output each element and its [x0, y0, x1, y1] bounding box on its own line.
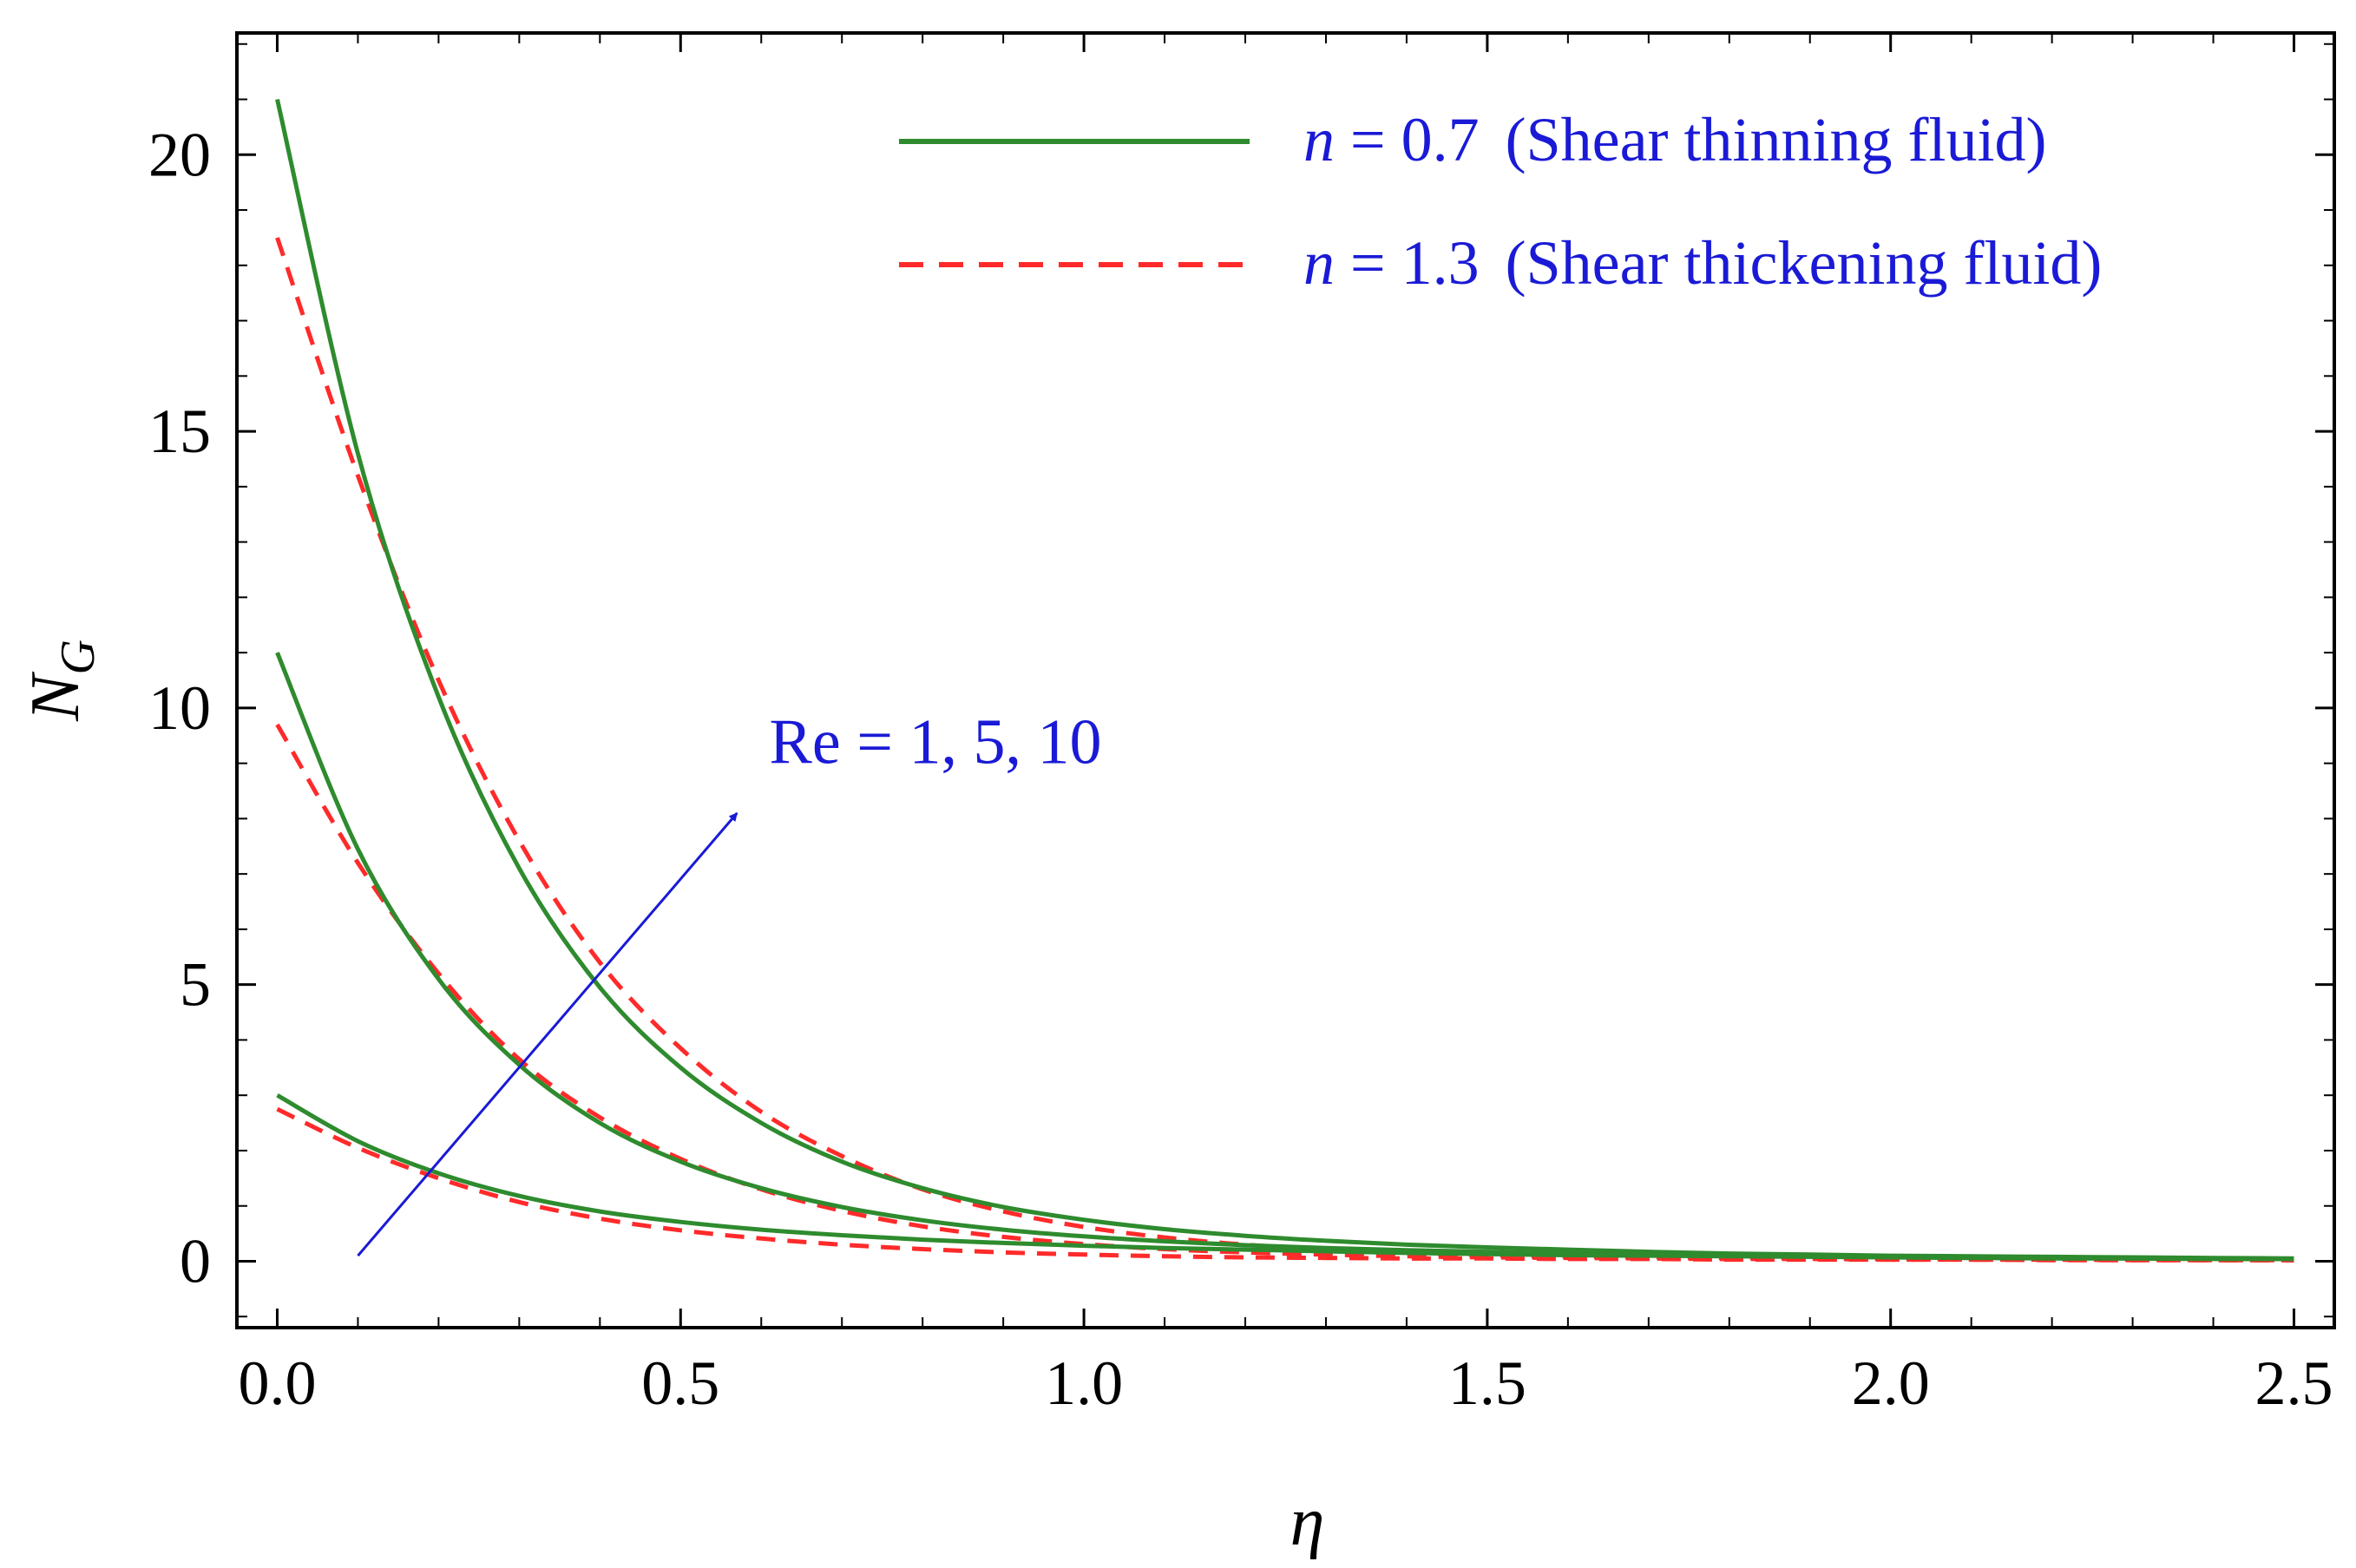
y-tick-label: 0 — [180, 1226, 211, 1296]
y-axis-title-main: N — [17, 671, 94, 722]
y-axis-title: NG — [17, 640, 105, 722]
y-tick-label: 15 — [148, 397, 211, 466]
legend-label-variable: n — [1303, 105, 1335, 174]
plot-frame — [235, 31, 2336, 1329]
legend-label-value: = 0.7 — [1335, 105, 1480, 174]
legend-label: n = 0.7 (Shear thinning fluid) — [1303, 105, 2047, 174]
x-tick-label: 2.0 — [1852, 1348, 1930, 1418]
x-tick-label: 0.0 — [238, 1348, 316, 1418]
series-line-n07-re10 — [275, 98, 2294, 1261]
annotation-label: Re = 1, 5, 10 — [770, 707, 1102, 778]
labels-layer: 0.0 0.5 1.0 1.5 2.0 2.5 0 5 10 15 20 η NG — [17, 120, 2333, 1560]
legend-label-variable: n — [1303, 228, 1335, 298]
ticks-layer — [237, 33, 2334, 1328]
x-tick-label: 1.5 — [1448, 1348, 1526, 1418]
annotation-arrow — [357, 812, 738, 1257]
legend-label-description: (Shear thickening fluid) — [1506, 228, 2103, 298]
y-tick-label: 20 — [148, 120, 211, 189]
legend-label-description: (Shear thinning fluid) — [1506, 105, 2047, 174]
y-tick-label: 5 — [180, 950, 211, 1020]
series-line-n13-re10 — [275, 237, 2294, 1263]
y-tick-label: 10 — [148, 673, 211, 743]
legend-label-value: = 1.3 — [1335, 228, 1480, 298]
x-tick-label: 1.0 — [1045, 1348, 1123, 1418]
annotation: Re = 1, 5, 10 — [357, 707, 1102, 1257]
legend-label: n = 1.3 (Shear thickening fluid) — [1303, 228, 2102, 298]
series-layer — [275, 98, 2294, 1263]
x-axis-title: η — [1290, 1484, 1325, 1560]
legend: n = 0.7 (Shear thinning fluid) n = 1.3 (She… — [899, 105, 2102, 298]
y-axis-title-subscript: G — [51, 640, 105, 674]
x-tick-label: 0.5 — [641, 1348, 719, 1418]
x-tick-label: 2.5 — [2255, 1348, 2333, 1418]
